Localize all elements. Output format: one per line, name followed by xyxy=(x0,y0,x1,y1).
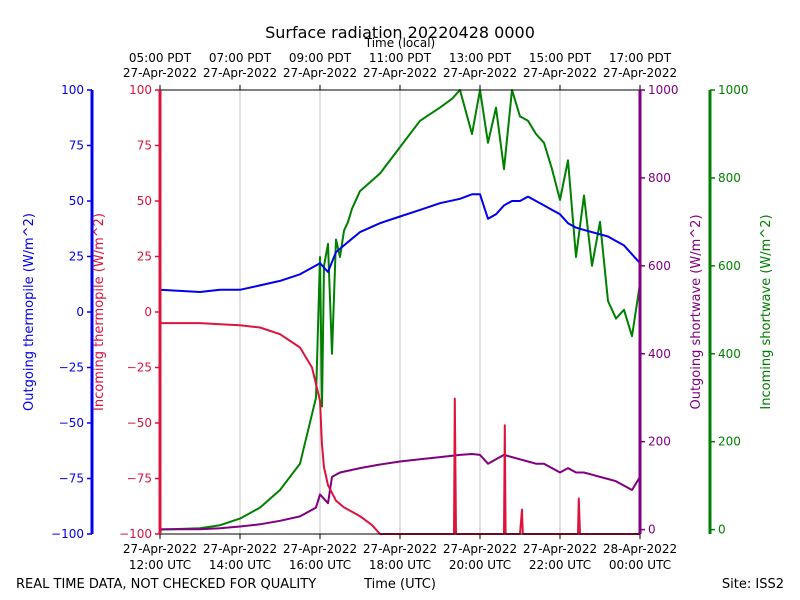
top-tick-date-0: 27-Apr-2022 xyxy=(123,66,197,80)
incoming_shortwave-tick-label-2: 400 xyxy=(718,347,741,361)
incoming_thermopile-tick-label-1: −75 xyxy=(127,472,152,486)
bottom-tick-time-6: 00:00 UTC xyxy=(609,558,671,572)
top-tick-date-5: 27-Apr-2022 xyxy=(523,66,597,80)
outgoing_thermopile-axis-label: Outgoing thermopile (W/m^2) xyxy=(22,213,37,411)
incoming_thermopile-tick-label-5: 25 xyxy=(137,250,152,264)
incoming_shortwave-tick-label-0: 0 xyxy=(718,523,726,537)
top-tick-date-3: 27-Apr-2022 xyxy=(363,66,437,80)
bottom-tick-date-6: 28-Apr-2022 xyxy=(603,542,677,556)
outgoing_thermopile-tick-label-0: −100 xyxy=(51,527,84,541)
top-tick-time-3: 11:00 PDT xyxy=(369,51,432,65)
top-tick-date-2: 27-Apr-2022 xyxy=(283,66,357,80)
outgoing_shortwave-tick-label-5: 1000 xyxy=(648,83,679,97)
top-tick-date-6: 27-Apr-2022 xyxy=(603,66,677,80)
incoming_thermopile-tick-label-0: −100 xyxy=(119,527,152,541)
outgoing_shortwave-tick-label-1: 200 xyxy=(648,435,671,449)
outgoing_thermopile-tick-label-7: 75 xyxy=(69,139,84,153)
top-tick-time-6: 17:00 PDT xyxy=(609,51,672,65)
top-tick-date-4: 27-Apr-2022 xyxy=(443,66,517,80)
bottom-tick-time-4: 20:00 UTC xyxy=(449,558,511,572)
bottom-tick-time-1: 14:00 UTC xyxy=(209,558,271,572)
outgoing_shortwave-axis-label: Outgoing shortwave (W/m^2) xyxy=(689,214,704,409)
top-tick-time-4: 13:00 PDT xyxy=(449,51,512,65)
y-axes-group: −100 −75 −50 −25 0 25 50 75 100 Outgoing thermopi… xyxy=(22,83,774,541)
bottom-tick-time-5: 22:00 UTC xyxy=(529,558,591,572)
outgoing_thermopile-tick-label-4: 0 xyxy=(76,305,84,319)
incoming_shortwave-series-line xyxy=(159,89,641,531)
bottom-tick-date-0: 27-Apr-2022 xyxy=(123,542,197,556)
top-tick-time-1: 07:00 PDT xyxy=(209,51,272,65)
incoming_shortwave-tick-label-5: 1000 xyxy=(718,83,749,97)
top-tick-time-5: 15:00 PDT xyxy=(529,51,592,65)
outgoing_thermopile-tick-label-3: −25 xyxy=(59,361,84,375)
incoming_shortwave-tick-label-3: 600 xyxy=(718,259,741,273)
footer-site-label: Site: ISS2 xyxy=(722,577,784,592)
outgoing_shortwave-tick-label-3: 600 xyxy=(648,259,671,273)
bottom-tick-date-2: 27-Apr-2022 xyxy=(283,542,357,556)
bottom-tick-time-0: 12:00 UTC xyxy=(129,558,191,572)
bottom-tick-date-4: 27-Apr-2022 xyxy=(443,542,517,556)
footer-quality-note: REAL TIME DATA, NOT CHECKED FOR QUALITY xyxy=(16,577,316,592)
bottom-tick-time-2: 16:00 UTC xyxy=(289,558,351,572)
incoming_thermopile-tick-label-6: 50 xyxy=(137,194,152,208)
bottom-tick-date-3: 27-Apr-2022 xyxy=(363,542,437,556)
x-ticks-group: 27-Apr-2022 12:00 UTC 27-Apr-2022 14:00 UTC… xyxy=(123,51,677,572)
bottom-tick-date-5: 27-Apr-2022 xyxy=(523,542,597,556)
bottom-tick-date-1: 27-Apr-2022 xyxy=(203,542,277,556)
incoming_shortwave-axis-label: Incoming shortwave (W/m^2) xyxy=(759,214,774,409)
outgoing_thermopile-series-line xyxy=(159,193,641,293)
incoming_thermopile-axis-label: Incoming thermopile (W/m^2) xyxy=(92,213,107,411)
outgoing_thermopile-tick-label-1: −75 xyxy=(59,472,84,486)
incoming_thermopile-tick-label-8: 100 xyxy=(129,83,152,97)
top-tick-time-2: 09:00 PDT xyxy=(289,51,352,65)
outgoing_shortwave-series-line xyxy=(160,453,641,531)
x-axis-label: Time (UTC) xyxy=(363,577,436,592)
incoming_thermopile-tick-label-2: −50 xyxy=(127,416,152,430)
incoming_shortwave-tick-label-4: 800 xyxy=(718,171,741,185)
bottom-tick-time-3: 18:00 UTC xyxy=(369,558,431,572)
incoming_thermopile-tick-label-3: −25 xyxy=(127,361,152,375)
outgoing_thermopile-tick-label-2: −50 xyxy=(59,416,84,430)
top-tick-time-0: 05:00 PDT xyxy=(129,51,192,65)
incoming_thermopile-tick-label-4: 0 xyxy=(144,305,152,319)
incoming_thermopile-tick-label-7: 75 xyxy=(137,139,152,153)
outgoing_shortwave-tick-label-4: 800 xyxy=(648,171,671,185)
incoming_shortwave-tick-label-1: 200 xyxy=(718,435,741,449)
top-tick-date-1: 27-Apr-2022 xyxy=(203,66,277,80)
outgoing_thermopile-tick-label-6: 50 xyxy=(69,194,84,208)
outgoing_shortwave-tick-label-0: 0 xyxy=(648,523,656,537)
top-axis-label: Time (local) xyxy=(364,36,436,50)
chart-title: Surface radiation 20220428 0000 xyxy=(265,23,535,42)
outgoing_thermopile-tick-label-8: 100 xyxy=(61,83,84,97)
outgoing_shortwave-tick-label-2: 400 xyxy=(648,347,671,361)
outgoing_thermopile-tick-label-5: 25 xyxy=(69,250,84,264)
